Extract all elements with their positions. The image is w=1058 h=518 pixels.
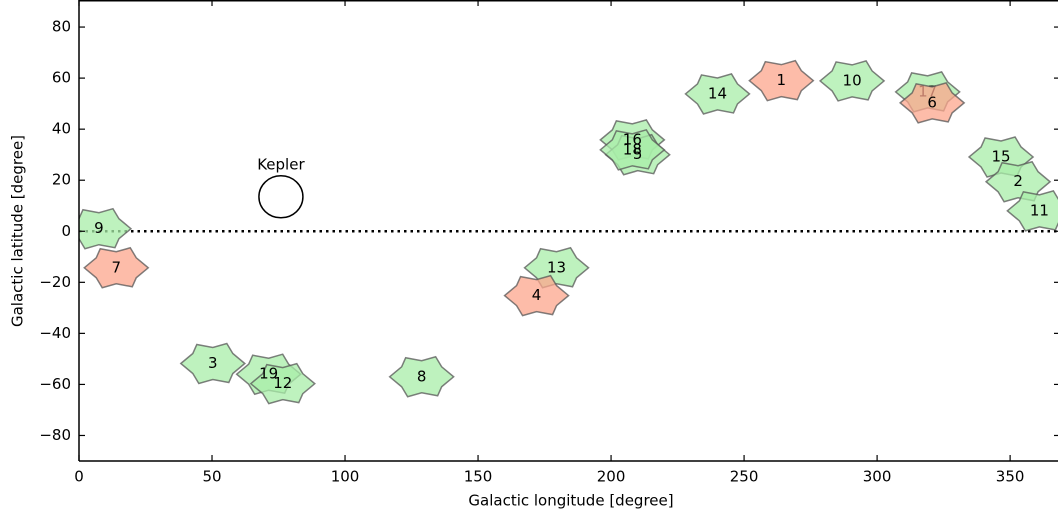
field-label: 2 (1013, 172, 1023, 190)
field-label: 11 (1030, 201, 1049, 219)
x-tick-label: 100 (331, 468, 360, 486)
field-footprint (984, 160, 1052, 203)
field-label: 8 (417, 367, 427, 385)
field-label: 7 (111, 258, 121, 276)
field-label: 1 (777, 71, 787, 89)
x-tick-label: 250 (730, 468, 759, 486)
field-label: 9 (94, 219, 104, 237)
y-tick-label: 60 (52, 69, 71, 87)
x-axis-label: Galactic longitude [degree] (468, 492, 673, 510)
field-label: 3 (208, 354, 218, 372)
field-label: 4 (532, 286, 542, 304)
y-tick-label: 0 (61, 222, 71, 240)
field-label: 12 (273, 374, 292, 392)
field-footprint (748, 59, 815, 102)
field-label: 6 (927, 93, 937, 111)
x-tick-label: 350 (996, 468, 1025, 486)
field-label: 19 (259, 365, 278, 383)
x-tick-label: 0 (74, 468, 84, 486)
kepler-field (258, 175, 304, 219)
y-tick-label: −80 (39, 426, 71, 444)
y-tick-label: 40 (52, 120, 71, 138)
field-footprint (179, 342, 246, 385)
x-tick-label: 300 (863, 468, 892, 486)
y-axis-label: Galactic latitude [degree] (9, 135, 27, 327)
field-label: 15 (992, 147, 1011, 165)
y-tick-label: −60 (39, 375, 71, 393)
y-tick-label: −20 (39, 273, 71, 291)
field-footprint (388, 355, 455, 398)
field-footprint (898, 81, 966, 124)
field-footprint (83, 246, 150, 289)
x-tick-label: 200 (597, 468, 626, 486)
field-label: 14 (708, 84, 727, 102)
field-footprint (503, 274, 570, 317)
field-label: 5 (633, 145, 643, 163)
y-tick-label: 20 (52, 171, 71, 189)
field-footprint (818, 60, 886, 102)
field-footprint (684, 73, 751, 115)
plot-area: 10141716518152119133191281647 (79, 59, 1058, 405)
y-tick-label: 80 (52, 18, 71, 36)
annotation: Kepler (257, 155, 305, 173)
x-tick-label: 50 (202, 468, 221, 486)
x-tick-label: 150 (464, 468, 493, 486)
field-footprint (249, 362, 316, 405)
field-label: 13 (547, 258, 566, 276)
field-footprint (599, 128, 666, 171)
field-label: 18 (623, 140, 642, 158)
field-label: 10 (843, 71, 862, 89)
y-tick-label: −40 (39, 324, 71, 342)
field-label: 16 (623, 130, 642, 148)
field-footprint (1006, 189, 1058, 232)
field-footprint (79, 207, 133, 250)
